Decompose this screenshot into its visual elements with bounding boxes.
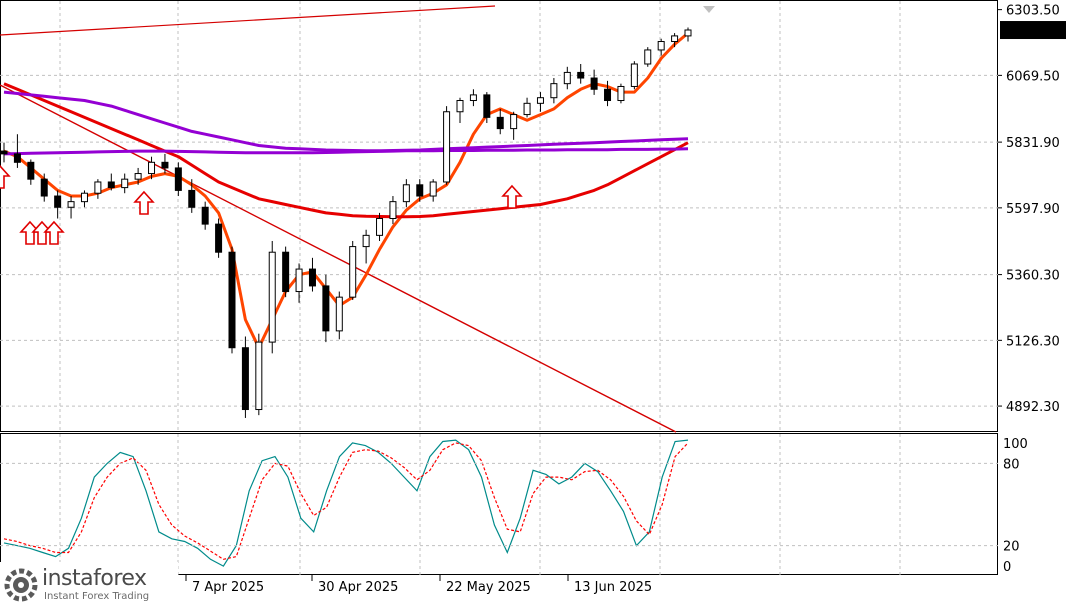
- instaforex-logo: instaforex Instant Forex Trading: [0, 562, 178, 606]
- candle-body: [80, 192, 88, 203]
- oscillator-line: [3, 439, 689, 567]
- candle-body: [268, 251, 276, 343]
- candle-body: [13, 153, 21, 163]
- candle-body: [550, 83, 558, 99]
- candle-body: [295, 268, 303, 293]
- date-label: 22 May 2025: [446, 580, 531, 595]
- upper-trendline: [0, 5, 496, 36]
- candle-body: [134, 173, 142, 180]
- up-arrow-icon: [133, 190, 155, 215]
- date-label: 30 Apr 2025: [318, 580, 398, 595]
- oscillator-line: [3, 442, 689, 560]
- candle-body: [282, 251, 290, 293]
- candle-body: [684, 29, 692, 37]
- price-tick-label: 5360.30: [1006, 269, 1060, 284]
- candle-body: [322, 285, 330, 332]
- candle-body: [201, 206, 209, 225]
- candle-body: [0, 150, 8, 155]
- moving-average-line: [3, 147, 689, 156]
- oscillator: [0, 439, 998, 567]
- logo-brand: instaforex: [42, 566, 147, 591]
- price-tick-label: 5831.90: [1006, 136, 1060, 151]
- descending-trendline: [0, 84, 677, 433]
- candle-body: [456, 100, 464, 113]
- oscillator-tick-label: 20: [1003, 540, 1020, 555]
- signal-arrows: [0, 164, 523, 245]
- candle-body: [644, 49, 652, 65]
- price-tick-label: 6069.50: [1006, 69, 1060, 84]
- up-arrow-icon: [31, 220, 53, 245]
- candle-body: [161, 161, 169, 169]
- candle-body: [429, 181, 437, 197]
- price-axis: 6303.50 6069.50 5831.90 5597.90 5360.30 5126.…: [185, 4, 1066, 595]
- oscillator-panel-frame: [0, 433, 998, 575]
- candle-body: [241, 347, 249, 411]
- candle-body: [496, 116, 504, 130]
- up-arrow-icon: [19, 220, 41, 245]
- price-tick-label: 5126.30: [1006, 334, 1060, 349]
- candles: [0, 27, 692, 418]
- candle-body: [483, 94, 491, 118]
- up-arrow-icon: [0, 164, 11, 189]
- candle-body: [215, 223, 223, 253]
- candle-body: [174, 167, 182, 191]
- current-price-box: [1000, 21, 1066, 40]
- candle-body: [148, 161, 156, 175]
- candle-body: [107, 181, 115, 189]
- moving-average-line: [3, 90, 689, 153]
- moving-average-line: [3, 31, 689, 350]
- grid: [0, 0, 998, 575]
- candle-body: [228, 251, 236, 349]
- candle-body: [402, 184, 410, 203]
- candle-body: [349, 246, 357, 298]
- price-panel-frame: [0, 0, 998, 432]
- candle-body: [27, 161, 35, 180]
- moving-averages: [3, 31, 689, 350]
- candle-body: [54, 195, 62, 208]
- candle-body: [40, 178, 48, 197]
- date-label: 7 Apr 2025: [192, 580, 264, 595]
- logo-tagline: Instant Forex Trading: [44, 591, 150, 602]
- price-tick-label: 5597.90: [1006, 202, 1060, 217]
- date-label: 13 Jun 2025: [574, 580, 652, 595]
- price-tick-label: 6303.50: [1006, 4, 1060, 19]
- candle-body: [657, 41, 665, 51]
- candle-body: [617, 85, 625, 102]
- candle-body: [577, 71, 585, 79]
- candle-body: [308, 268, 316, 287]
- candle-body: [389, 201, 397, 219]
- candle-body: [376, 218, 384, 236]
- oscillator-tick-label: 100: [1003, 437, 1028, 452]
- candle-body: [121, 178, 129, 189]
- candle-body: [94, 181, 102, 194]
- up-arrow-icon: [501, 184, 523, 209]
- candle-body: [335, 296, 343, 332]
- candle-body: [630, 63, 638, 87]
- candle-body: [443, 111, 451, 183]
- moving-average-line: [3, 82, 689, 219]
- candle-body: [510, 114, 518, 130]
- candle-body: [362, 234, 370, 248]
- gear-logo-icon: [4, 568, 38, 602]
- oscillator-tick-label: 0: [1003, 560, 1011, 575]
- oscillator-tick-label: 80: [1003, 457, 1020, 472]
- price-tick-label: 4892.30: [1006, 400, 1060, 415]
- candle-body: [416, 184, 424, 197]
- trendlines: [0, 5, 677, 433]
- candle-body: [536, 97, 544, 104]
- up-arrow-icon: [43, 220, 65, 245]
- candle-body: [604, 88, 612, 102]
- candle-body: [469, 94, 477, 102]
- current-price-label: 6230.91: [1004, 24, 1058, 39]
- candle-body: [188, 189, 196, 208]
- candle-body: [255, 341, 263, 411]
- candle-body: [590, 77, 598, 90]
- chart-shift-marker-icon: [703, 6, 715, 13]
- candle-body: [67, 201, 75, 208]
- candle-body: [523, 102, 531, 116]
- candle-body: [671, 35, 679, 43]
- candle-body: [563, 71, 571, 85]
